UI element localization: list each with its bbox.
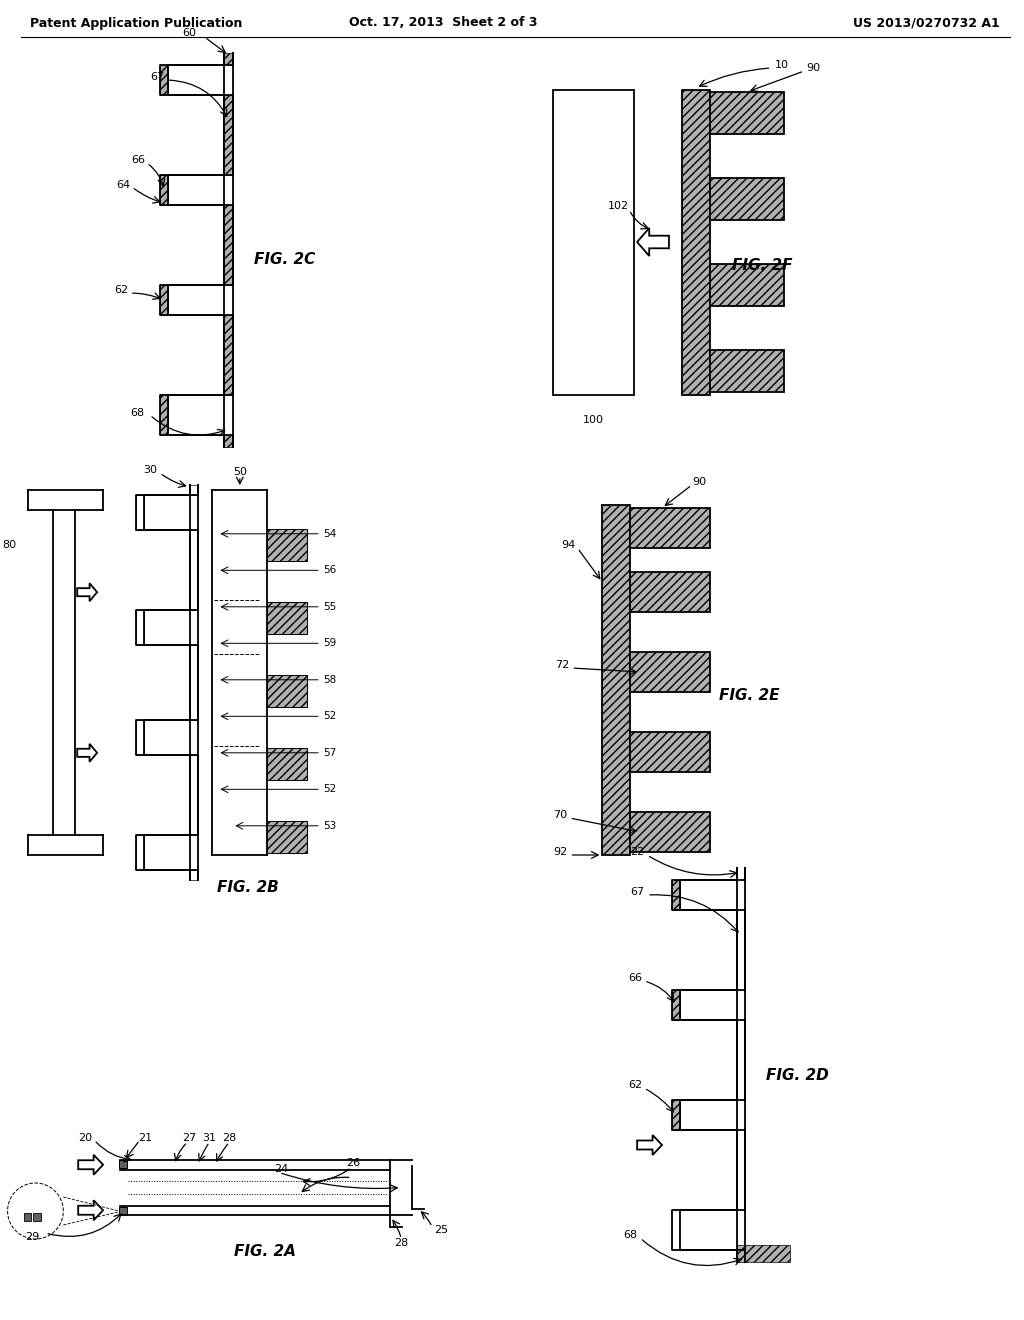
Text: FIG. 2A: FIG. 2A	[234, 1245, 296, 1259]
Text: 20: 20	[78, 1133, 92, 1143]
Text: 70: 70	[553, 810, 567, 820]
Text: FIG. 2B: FIG. 2B	[217, 879, 280, 895]
Polygon shape	[77, 583, 97, 601]
Polygon shape	[710, 178, 784, 220]
Text: Oct. 17, 2013  Sheet 2 of 3: Oct. 17, 2013 Sheet 2 of 3	[349, 16, 538, 29]
Text: 26: 26	[346, 1158, 360, 1167]
Polygon shape	[710, 350, 784, 392]
Polygon shape	[267, 529, 307, 561]
Text: 50: 50	[232, 467, 247, 477]
Text: US 2013/0270732 A1: US 2013/0270732 A1	[853, 16, 1000, 29]
Text: 30: 30	[142, 465, 157, 475]
Text: 29: 29	[26, 1232, 40, 1242]
Text: 52: 52	[323, 711, 336, 721]
Polygon shape	[78, 1155, 103, 1175]
Text: 10: 10	[774, 59, 788, 70]
Text: 54: 54	[323, 529, 336, 539]
Text: 53: 53	[323, 821, 336, 830]
Text: 24: 24	[274, 1164, 289, 1175]
Text: Patent Application Publication: Patent Application Publication	[31, 16, 243, 29]
Text: 100: 100	[583, 414, 604, 425]
Polygon shape	[602, 506, 630, 855]
Text: 62: 62	[628, 1080, 642, 1090]
Bar	[34, 1213, 41, 1221]
Text: 25: 25	[434, 1225, 449, 1236]
Text: FIG. 2F: FIG. 2F	[731, 257, 793, 272]
Bar	[120, 1160, 127, 1168]
Polygon shape	[267, 675, 307, 708]
Polygon shape	[630, 652, 710, 692]
Polygon shape	[710, 92, 784, 135]
Bar	[120, 1206, 127, 1214]
Text: 66: 66	[628, 973, 642, 983]
Text: 94: 94	[561, 540, 575, 550]
Polygon shape	[630, 733, 710, 772]
Text: 67: 67	[630, 887, 644, 898]
Text: 27: 27	[182, 1133, 197, 1143]
Polygon shape	[637, 1135, 662, 1155]
Text: 90: 90	[806, 63, 820, 73]
Text: 56: 56	[323, 565, 336, 576]
Text: 28: 28	[222, 1133, 237, 1143]
Text: 66: 66	[131, 154, 144, 165]
Text: 67: 67	[151, 73, 165, 82]
Polygon shape	[672, 990, 680, 1020]
Polygon shape	[78, 1200, 103, 1220]
Text: 22: 22	[630, 847, 644, 857]
Polygon shape	[630, 812, 710, 851]
Polygon shape	[630, 572, 710, 612]
Text: 64: 64	[116, 180, 130, 190]
Text: 55: 55	[323, 602, 336, 611]
Text: FIG. 2E: FIG. 2E	[719, 688, 779, 702]
Text: 62: 62	[114, 285, 128, 294]
Text: 31: 31	[203, 1133, 216, 1143]
Bar	[24, 1213, 32, 1221]
Text: 58: 58	[323, 675, 336, 685]
Bar	[553, 90, 634, 395]
Text: 59: 59	[323, 639, 336, 648]
Text: 72: 72	[555, 660, 569, 671]
Text: 68: 68	[131, 408, 144, 418]
Text: 60: 60	[182, 28, 197, 38]
Text: FIG. 2C: FIG. 2C	[254, 252, 315, 268]
Polygon shape	[672, 1100, 680, 1130]
Text: 52: 52	[323, 784, 336, 795]
Text: FIG. 2D: FIG. 2D	[766, 1068, 829, 1082]
Polygon shape	[630, 508, 710, 548]
Text: 102: 102	[608, 201, 629, 211]
Text: 28: 28	[394, 1238, 409, 1247]
Polygon shape	[267, 821, 307, 853]
Text: 80: 80	[2, 540, 16, 549]
Polygon shape	[77, 743, 97, 762]
Polygon shape	[682, 90, 710, 395]
Text: 90: 90	[692, 477, 707, 487]
Text: 92: 92	[553, 847, 567, 857]
Polygon shape	[672, 880, 680, 909]
Polygon shape	[710, 264, 784, 306]
Polygon shape	[736, 1245, 790, 1262]
Text: 21: 21	[138, 1133, 152, 1143]
Text: 57: 57	[323, 748, 336, 758]
Polygon shape	[267, 748, 307, 780]
Text: 68: 68	[623, 1230, 637, 1239]
Polygon shape	[637, 228, 669, 256]
Polygon shape	[160, 53, 232, 447]
Polygon shape	[267, 602, 307, 634]
